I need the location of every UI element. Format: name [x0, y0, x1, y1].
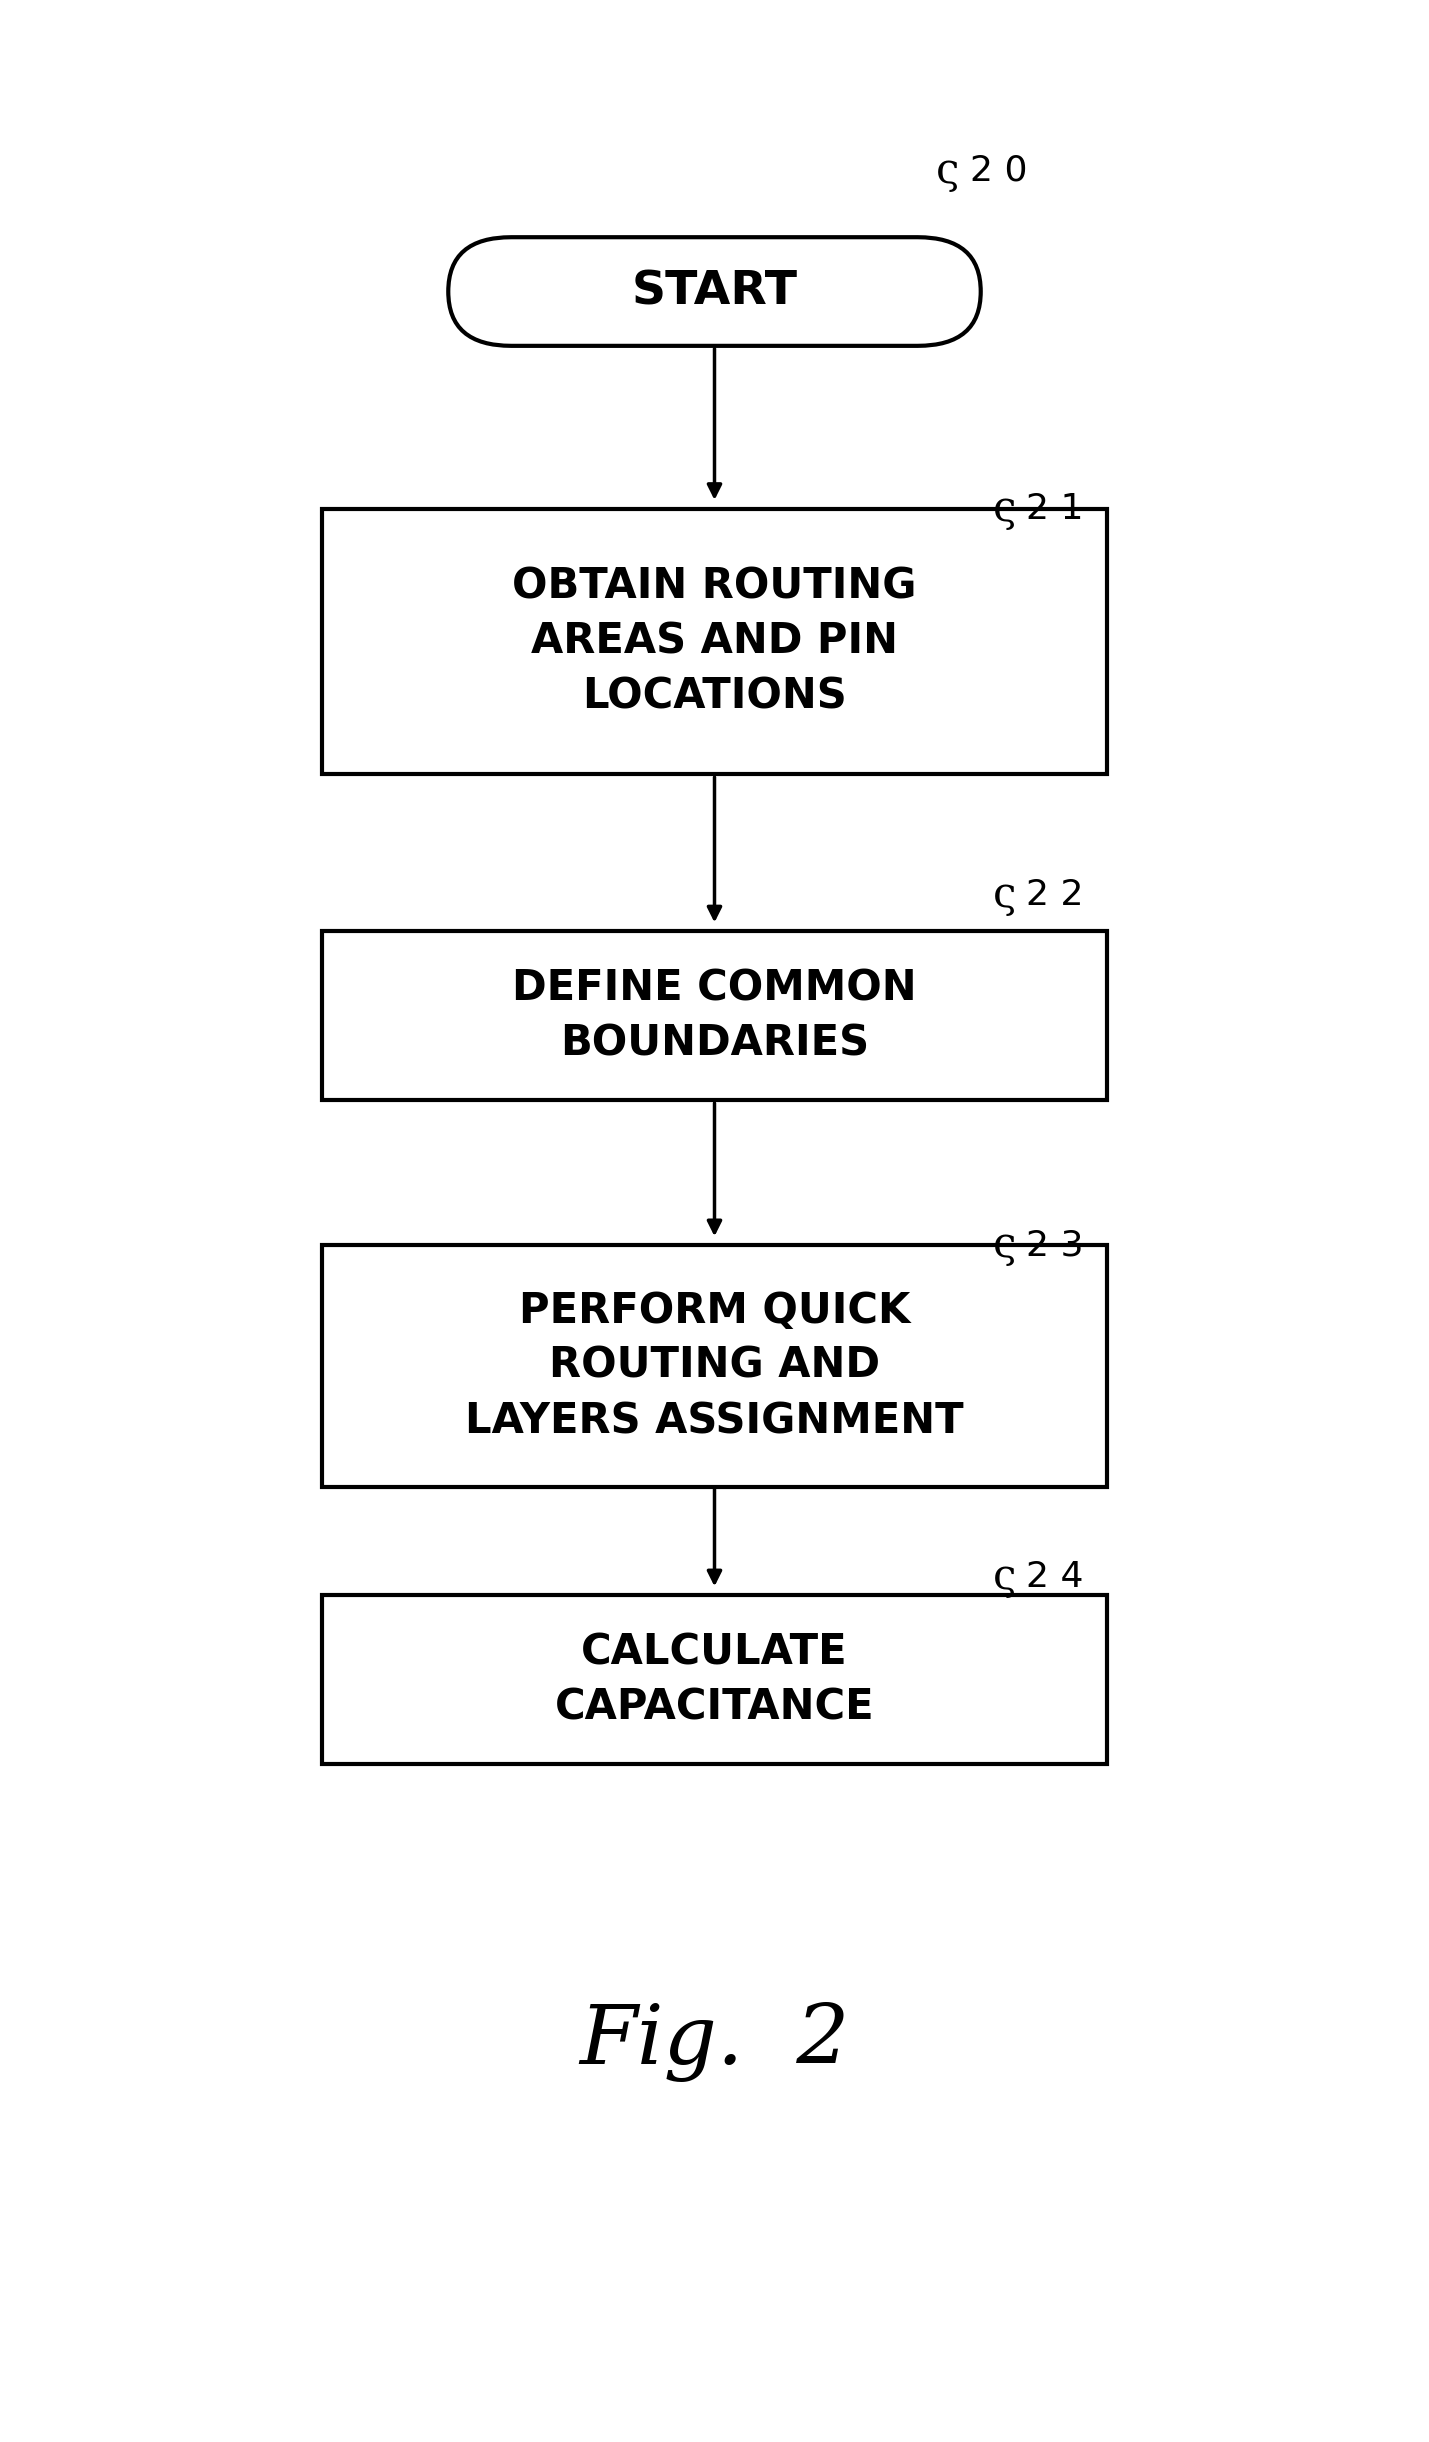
Bar: [322, 1245, 1107, 1487]
Text: 2 3: 2 3: [1026, 1228, 1083, 1263]
Text: Fig.  2: Fig. 2: [579, 2002, 850, 2083]
Text: ς: ς: [936, 149, 960, 193]
Text: 2 2: 2 2: [1026, 879, 1083, 911]
Text: 2 0: 2 0: [969, 154, 1027, 188]
Text: 2 4: 2 4: [1026, 1560, 1083, 1595]
Text: 2 1: 2 1: [1026, 491, 1083, 525]
Bar: [322, 1595, 1107, 1763]
Text: START: START: [632, 269, 797, 315]
Text: ς: ς: [992, 488, 1016, 530]
FancyBboxPatch shape: [449, 237, 980, 347]
Text: CALCULATE
CAPACITANCE: CALCULATE CAPACITANCE: [554, 1631, 875, 1729]
Text: ς: ς: [992, 874, 1016, 916]
Text: ς: ς: [992, 1223, 1016, 1265]
Text: ς: ς: [992, 1556, 1016, 1597]
Bar: [322, 930, 1107, 1101]
Text: OBTAIN ROUTING
AREAS AND PIN
LOCATIONS: OBTAIN ROUTING AREAS AND PIN LOCATIONS: [512, 567, 917, 718]
Text: DEFINE COMMON
BOUNDARIES: DEFINE COMMON BOUNDARIES: [512, 967, 917, 1065]
Text: PERFORM QUICK
ROUTING AND
LAYERS ASSIGNMENT: PERFORM QUICK ROUTING AND LAYERS ASSIGNM…: [466, 1289, 963, 1443]
Bar: [322, 508, 1107, 774]
